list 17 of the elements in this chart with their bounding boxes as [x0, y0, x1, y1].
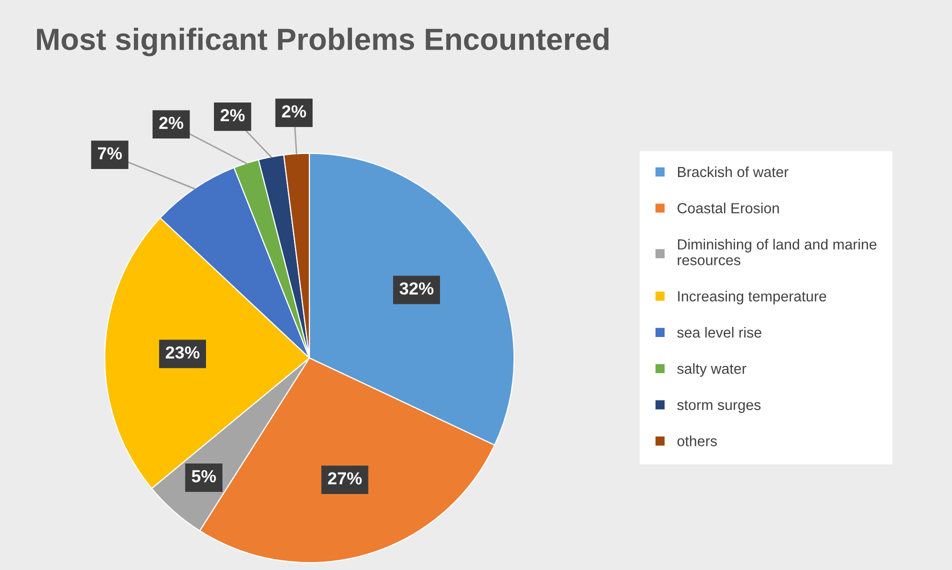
data-label: 5%	[192, 470, 216, 482]
legend-label: Increasing temperature	[678, 290, 826, 304]
data-label: 2%	[220, 109, 245, 122]
data-label: 32%	[400, 282, 434, 295]
legend-label: sea level rise	[677, 326, 762, 338]
data-label: 2%	[282, 105, 306, 118]
data-label: 2%	[159, 116, 184, 129]
data-label: 7%	[98, 147, 122, 160]
data-label: 23%	[166, 346, 200, 359]
chart-title: Most significant Problems Encountered	[37, 28, 609, 56]
legend-label: Diminishing of land and marine resources	[678, 238, 876, 266]
data-label: 27%	[328, 472, 362, 484]
legend-label: others	[677, 436, 717, 446]
legend-label: storm surges	[677, 400, 761, 413]
legend-label: Coastal Erosion	[678, 202, 779, 214]
legend-label: salty water	[677, 363, 746, 377]
legend-label: Brackish of water	[678, 166, 788, 178]
